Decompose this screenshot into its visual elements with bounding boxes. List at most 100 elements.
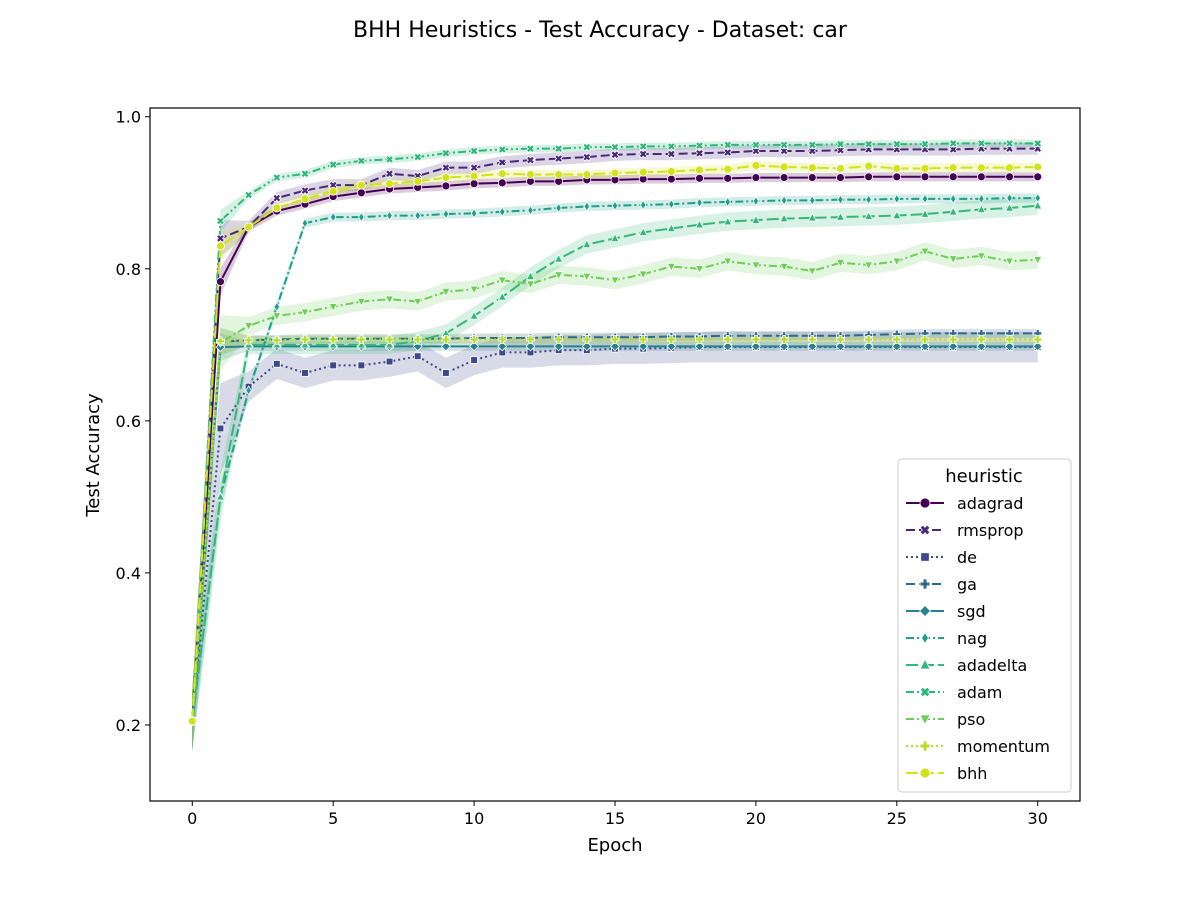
point-adagrad-20 bbox=[751, 173, 761, 182]
point-nag-27 bbox=[949, 193, 957, 204]
point-adagrad-22 bbox=[807, 173, 817, 182]
point-rmsprop-14 bbox=[582, 152, 592, 162]
point-rmsprop-10 bbox=[469, 163, 479, 173]
point-nag-16 bbox=[639, 199, 647, 211]
x-tick-label-15: 15 bbox=[605, 809, 625, 828]
point-pso-7 bbox=[384, 295, 395, 305]
point-pso-16 bbox=[638, 270, 648, 280]
point-bhh-4 bbox=[300, 194, 310, 204]
point-momentum-4 bbox=[300, 335, 310, 344]
point-bhh-14 bbox=[582, 170, 592, 179]
y-tick-label-1: 1.0 bbox=[116, 108, 141, 127]
point-adagrad-18 bbox=[695, 173, 704, 183]
point-adadelta-29 bbox=[1004, 202, 1015, 212]
point-adadelta-5 bbox=[328, 339, 338, 349]
point-adam-4 bbox=[300, 169, 310, 179]
point-adam-10 bbox=[469, 146, 479, 156]
point-sgd-27 bbox=[948, 341, 959, 352]
legend-item-sgd: sgd bbox=[906, 602, 986, 621]
point-adagrad-10 bbox=[469, 179, 479, 189]
point-momentum-9 bbox=[441, 335, 451, 344]
legend-item-de: de bbox=[906, 548, 977, 567]
series-markers bbox=[187, 138, 1043, 727]
point-adagrad-11 bbox=[497, 178, 507, 188]
confidence-bands bbox=[192, 139, 1038, 752]
point-bhh-24 bbox=[864, 161, 874, 171]
point-bhh-3 bbox=[272, 203, 282, 213]
point-bhh-26 bbox=[920, 164, 930, 173]
point-bhh-6 bbox=[356, 180, 366, 190]
x-tick-label-10: 10 bbox=[464, 809, 484, 828]
point-adam-8 bbox=[413, 152, 423, 162]
point-bhh-27 bbox=[948, 163, 958, 173]
point-momentum-14 bbox=[582, 335, 592, 344]
point-nag-13 bbox=[555, 202, 562, 214]
band-adadelta bbox=[192, 196, 1038, 752]
point-bhh-21 bbox=[779, 162, 789, 172]
point-adam-26 bbox=[920, 139, 930, 149]
point-adadelta-23 bbox=[835, 211, 846, 221]
point-adadelta-11 bbox=[497, 291, 507, 301]
point-sgd-17 bbox=[666, 341, 677, 352]
y-axis-ticks: 0.2 0.4 0.6 0.8 1.0 bbox=[116, 108, 150, 735]
point-momentum-25 bbox=[892, 335, 902, 344]
point-adam-5 bbox=[328, 160, 338, 170]
point-de-6 bbox=[357, 361, 366, 370]
point-sgd-19 bbox=[722, 341, 733, 352]
point-adam-3 bbox=[272, 173, 282, 183]
point-adadelta-14 bbox=[582, 239, 592, 249]
point-adadelta-27 bbox=[948, 206, 958, 216]
point-nag-29 bbox=[1006, 192, 1013, 204]
point-adam-9 bbox=[441, 148, 451, 158]
point-adam-7 bbox=[385, 154, 395, 164]
x-axis-label: Epoch bbox=[587, 835, 642, 856]
point-bhh-25 bbox=[892, 164, 902, 173]
legend-label-nag: nag bbox=[957, 629, 987, 648]
legend-marker-nag bbox=[921, 631, 929, 645]
point-pso-11 bbox=[497, 276, 507, 286]
legend-label-adam: adam bbox=[957, 683, 1002, 702]
point-sgd-22 bbox=[807, 341, 818, 352]
point-sgd-14 bbox=[581, 341, 592, 352]
chart-title: BHH Heuristics - Test Accuracy - Dataset… bbox=[353, 18, 848, 43]
y-tick-label-0.8: 0.8 bbox=[116, 260, 141, 279]
point-nag-4 bbox=[301, 218, 309, 229]
point-adagrad-30 bbox=[1033, 172, 1043, 182]
point-sgd-16 bbox=[638, 341, 649, 352]
legend-item-bhh: bhh bbox=[906, 764, 987, 783]
point-bhh-9 bbox=[441, 173, 451, 182]
point-nag-22 bbox=[808, 195, 816, 206]
x-tick-label-5: 5 bbox=[328, 809, 338, 828]
point-momentum-1 bbox=[216, 336, 225, 346]
point-de-10 bbox=[470, 356, 478, 364]
point-adadelta-7 bbox=[384, 339, 395, 349]
point-bhh-11 bbox=[497, 169, 507, 179]
point-nag-10 bbox=[470, 208, 478, 219]
point-adam-18 bbox=[695, 141, 705, 151]
point-adadelta-6 bbox=[356, 339, 367, 349]
point-momentum-19 bbox=[723, 335, 733, 344]
legend-item-ga: ga bbox=[906, 575, 977, 594]
point-rmsprop-3 bbox=[272, 193, 282, 203]
point-nag-26 bbox=[921, 193, 929, 204]
point-adadelta-1 bbox=[215, 491, 226, 501]
point-pso-27 bbox=[948, 255, 958, 265]
point-bhh-10 bbox=[469, 171, 479, 181]
point-pso-3 bbox=[272, 312, 282, 322]
point-adam-11 bbox=[497, 144, 507, 154]
point-adam-15 bbox=[610, 142, 620, 152]
point-momentum-20 bbox=[751, 335, 761, 344]
point-rmsprop-9 bbox=[441, 163, 451, 173]
point-momentum-3 bbox=[272, 335, 282, 345]
legend-label-de: de bbox=[957, 548, 977, 567]
y-axis-label: Test Accuracy bbox=[83, 393, 104, 518]
point-adadelta-30 bbox=[1033, 200, 1043, 210]
point-adam-19 bbox=[723, 140, 733, 150]
legend-item-momentum: momentum bbox=[906, 737, 1050, 756]
point-momentum-13 bbox=[554, 335, 564, 344]
band-de bbox=[192, 331, 1038, 752]
legend-items: adagrad rmsprop de ga sgd nag adadelta adam pso m… bbox=[906, 494, 1050, 783]
point-adadelta-26 bbox=[920, 208, 930, 218]
point-sgd-29 bbox=[1004, 341, 1015, 352]
point-momentum-22 bbox=[807, 335, 817, 344]
